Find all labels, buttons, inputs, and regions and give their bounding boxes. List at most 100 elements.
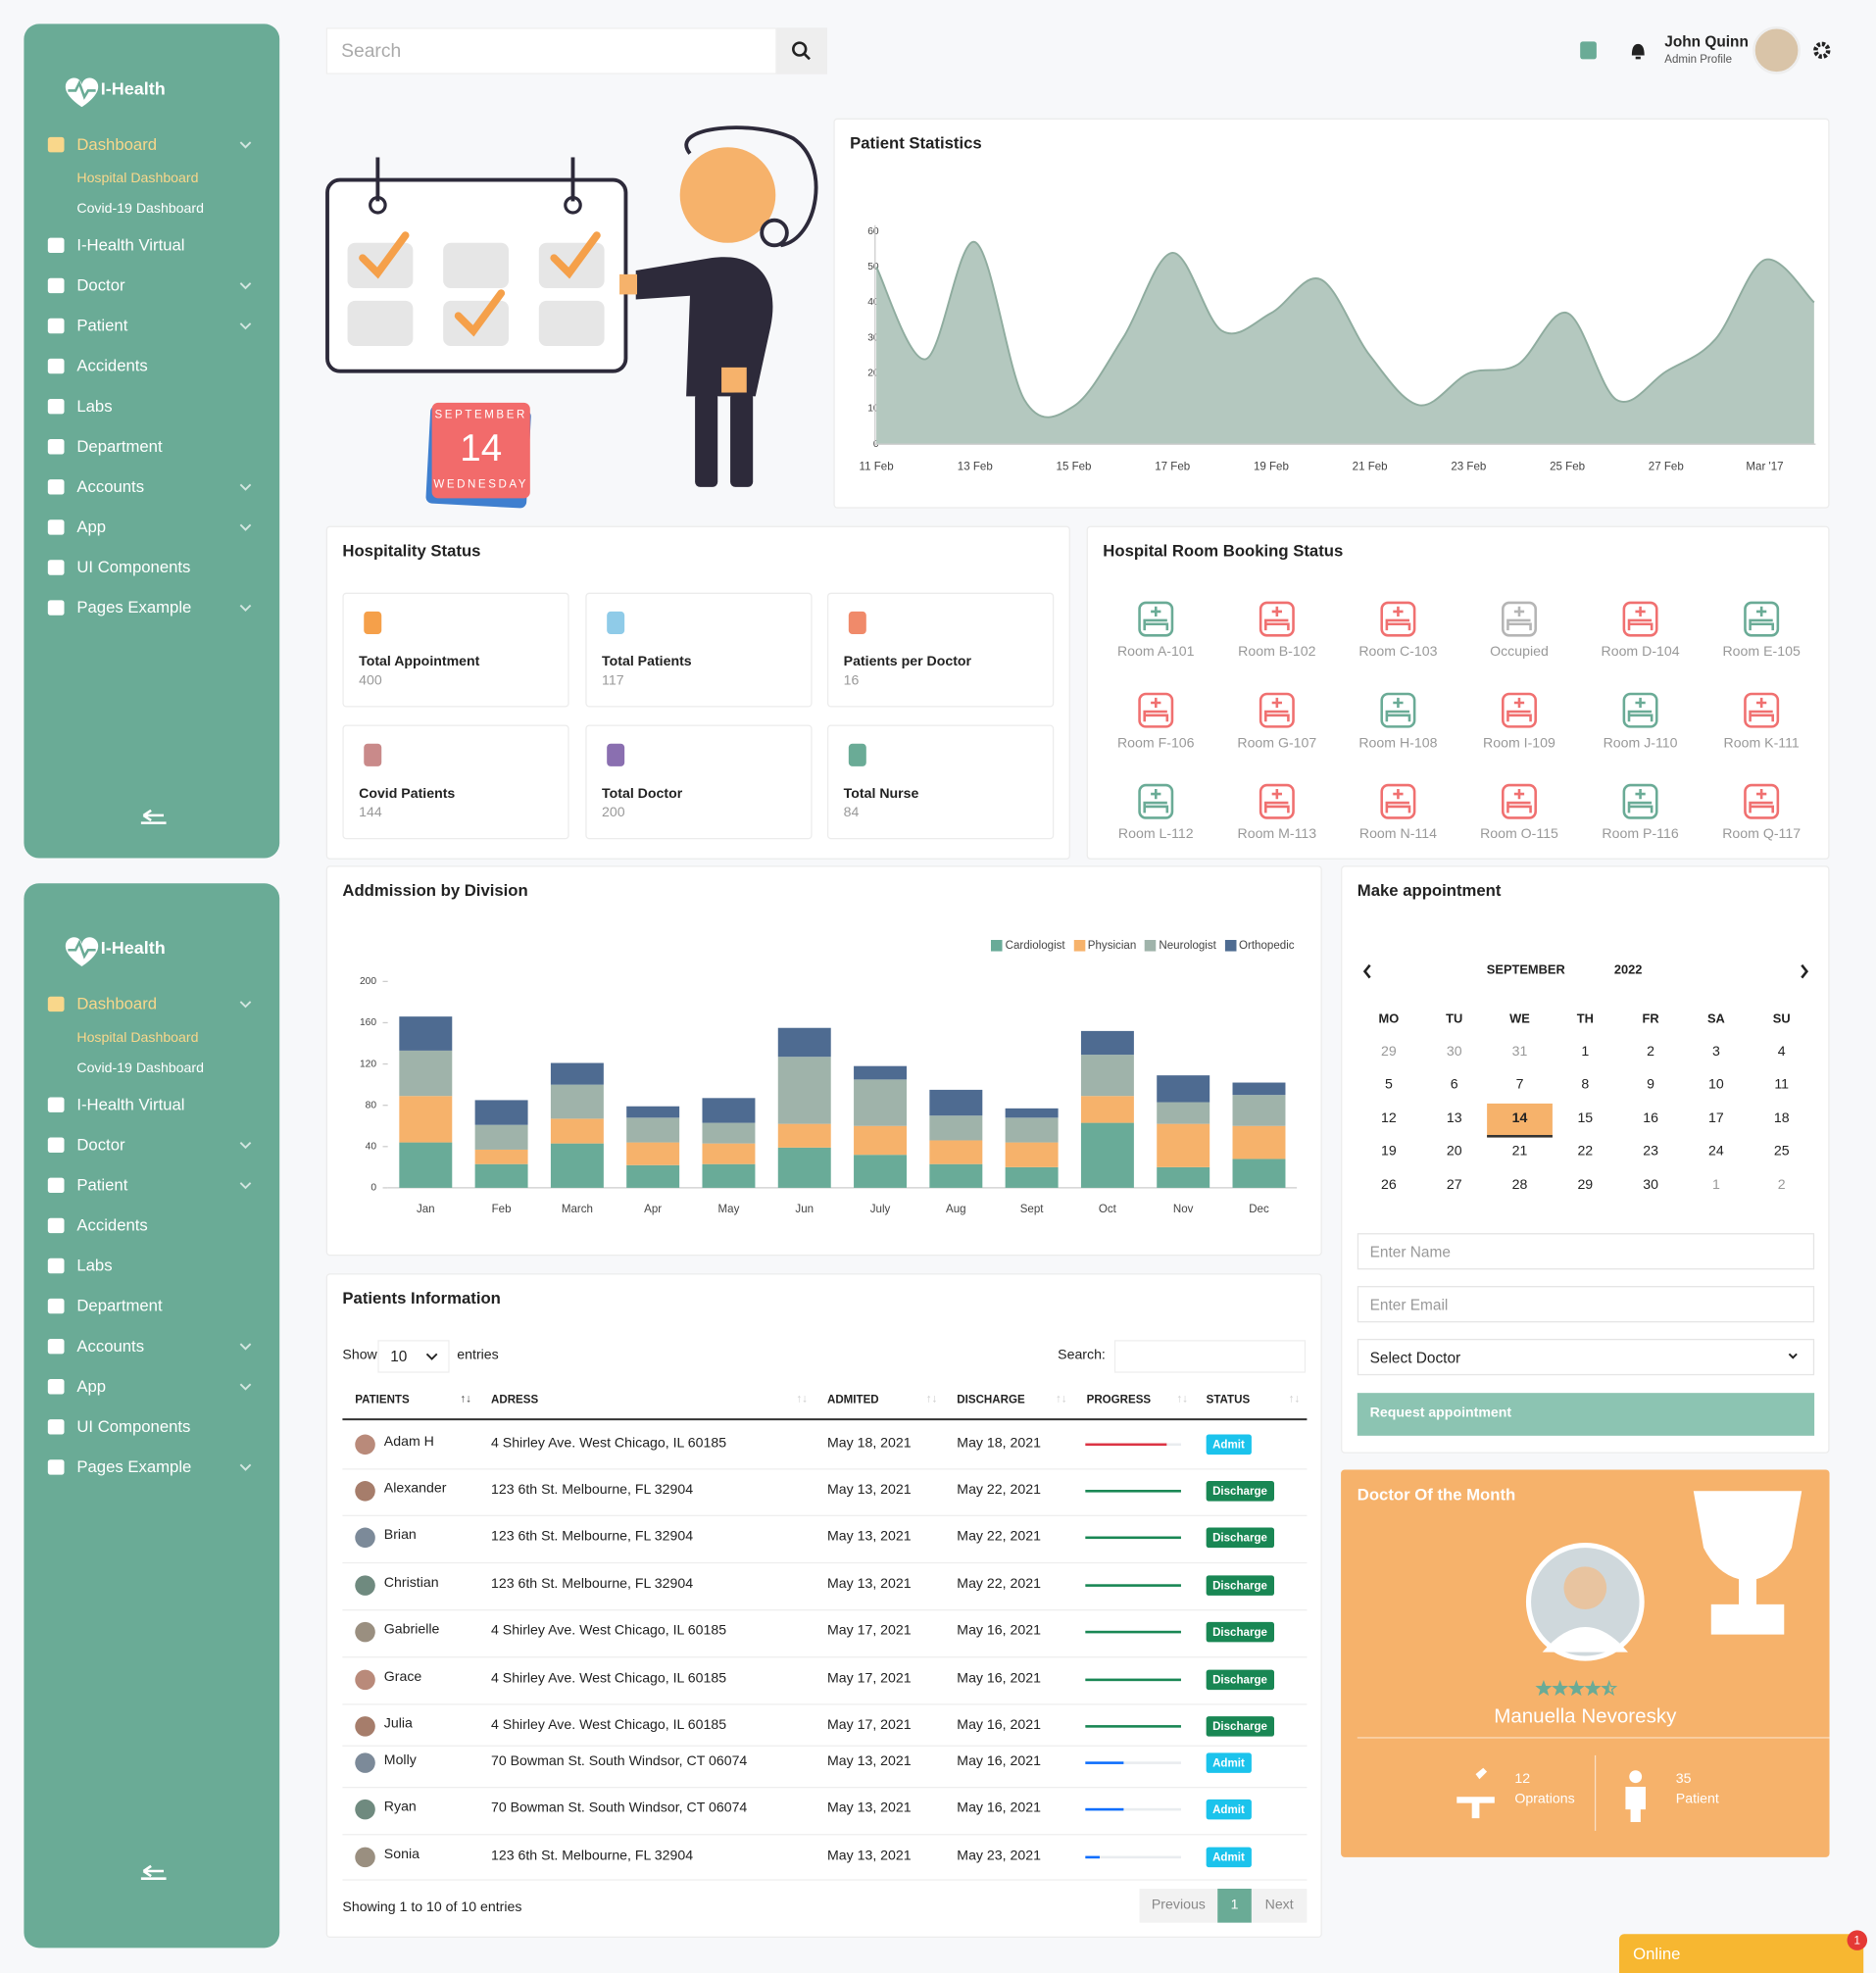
menu-item[interactable]: Pages Example <box>76 1456 192 1476</box>
column-header[interactable]: PROGRESS <box>1086 1392 1152 1406</box>
submenu-item[interactable]: Covid-19 Dashboard <box>76 201 204 218</box>
menu-item[interactable]: Dashboard <box>76 994 158 1013</box>
menu-item[interactable]: Labs <box>76 1256 113 1275</box>
search-button[interactable] <box>776 27 827 74</box>
room-label: Room C-103 <box>1358 644 1438 661</box>
menu-item[interactable]: Department <box>76 1296 163 1315</box>
legend-item[interactable]: Cardiologist <box>991 939 1065 952</box>
day[interactable]: 2 <box>1647 1044 1655 1060</box>
column-header[interactable]: STATUS <box>1206 1392 1251 1406</box>
legend-item[interactable]: Neurologist <box>1145 939 1216 952</box>
input-field[interactable] <box>1357 1286 1815 1323</box>
x-tick-label: Apr <box>644 1204 662 1215</box>
search-box[interactable] <box>325 27 777 74</box>
request-button[interactable] <box>1357 1393 1815 1436</box>
column-header[interactable]: ADMITED <box>826 1392 879 1406</box>
day[interactable]: 6 <box>1450 1077 1458 1093</box>
day[interactable]: 7 <box>1515 1077 1524 1093</box>
day[interactable]: 29 <box>1577 1178 1594 1194</box>
menu-item[interactable]: Doctor <box>76 1134 125 1155</box>
column-header[interactable]: PATIENTS <box>355 1392 410 1406</box>
page-size[interactable]: 10 <box>390 1347 408 1365</box>
menu-item[interactable]: Dashboard <box>76 134 158 154</box>
chat-bar[interactable] <box>1618 1934 1864 1973</box>
day[interactable]: 12 <box>1381 1110 1397 1127</box>
day[interactable]: 3 <box>1711 1044 1720 1060</box>
bar-segment <box>1080 1096 1134 1123</box>
day[interactable]: 1 <box>1581 1044 1590 1060</box>
chevron <box>239 322 252 330</box>
day[interactable]: 27 <box>1446 1178 1462 1194</box>
menu-item[interactable]: UI Components <box>76 557 191 576</box>
room-icon-bed <box>1263 710 1290 722</box>
user-name[interactable]: John Quinn <box>1664 31 1749 50</box>
page-button[interactable] <box>1139 1888 1218 1923</box>
input-field[interactable] <box>1357 1338 1815 1376</box>
day[interactable]: 14 <box>1511 1110 1528 1127</box>
page-size-select[interactable] <box>377 1340 450 1373</box>
day[interactable]: 10 <box>1708 1077 1724 1093</box>
patient-address: 4 Shirley Ave. West Chicago, IL 60185 <box>490 1671 727 1687</box>
day[interactable]: 1 <box>1711 1178 1720 1194</box>
menu-item[interactable]: Accounts <box>76 476 145 496</box>
menu-item[interactable]: Accounts <box>76 1336 145 1356</box>
submenu-item[interactable]: Covid-19 Dashboard <box>76 1060 204 1077</box>
room-icon-cross <box>1635 788 1646 800</box>
day[interactable]: 16 <box>1643 1110 1658 1127</box>
day[interactable]: 20 <box>1446 1144 1462 1159</box>
day[interactable]: 22 <box>1577 1144 1594 1159</box>
menu-item[interactable]: Patient <box>76 316 128 335</box>
day[interactable]: 2 <box>1777 1178 1786 1194</box>
day[interactable]: 25 <box>1773 1144 1790 1159</box>
y-tick-label: 200 <box>360 976 376 987</box>
chevron <box>239 1001 252 1009</box>
discharge: May 22, 2021 <box>957 1576 1041 1593</box>
menu-item[interactable]: Labs <box>76 396 113 416</box>
day[interactable]: 18 <box>1773 1110 1790 1127</box>
menu-item[interactable]: Doctor <box>76 275 125 295</box>
menu-item[interactable]: App <box>76 1376 107 1396</box>
menu-item[interactable]: Department <box>76 436 163 456</box>
chevron <box>239 282 252 290</box>
page-button[interactable] <box>1217 1888 1252 1923</box>
day[interactable]: 4 <box>1777 1044 1786 1060</box>
menu-item[interactable]: Pages Example <box>76 597 192 617</box>
day[interactable]: 30 <box>1643 1178 1658 1194</box>
column-header[interactable]: ADRESS <box>490 1392 539 1406</box>
day[interactable]: 8 <box>1581 1077 1590 1093</box>
room-icon-cross <box>1756 788 1767 800</box>
menu-item[interactable]: Accidents <box>76 1215 148 1235</box>
day[interactable]: 23 <box>1643 1144 1658 1159</box>
menu-item[interactable]: Patient <box>76 1174 128 1195</box>
day[interactable]: 29 <box>1381 1044 1397 1060</box>
input-field[interactable] <box>1357 1233 1815 1270</box>
day[interactable]: 26 <box>1381 1178 1397 1194</box>
menu-item[interactable]: I-Health Virtual <box>76 234 185 255</box>
legend-item[interactable]: Orthopedic <box>1224 939 1295 952</box>
y-tick-label: 120 <box>360 1059 376 1069</box>
menu-item[interactable]: Accidents <box>76 356 148 375</box>
day[interactable]: 21 <box>1511 1144 1528 1159</box>
day[interactable]: 19 <box>1381 1144 1397 1159</box>
day[interactable]: 9 <box>1647 1077 1655 1093</box>
submenu-item[interactable]: Hospital Dashboard <box>76 1030 199 1047</box>
day[interactable]: 28 <box>1511 1178 1528 1194</box>
day[interactable]: 5 <box>1384 1077 1393 1093</box>
day[interactable]: 31 <box>1511 1044 1528 1060</box>
submenu-item[interactable]: Hospital Dashboard <box>76 171 199 187</box>
day[interactable]: 24 <box>1708 1144 1724 1159</box>
day[interactable]: 17 <box>1708 1110 1724 1127</box>
legend-item[interactable]: Physician <box>1073 939 1136 952</box>
room-icon-cross <box>1635 606 1646 617</box>
page-button[interactable] <box>1251 1888 1308 1923</box>
day[interactable]: 11 <box>1774 1077 1790 1093</box>
day[interactable]: 15 <box>1577 1110 1594 1127</box>
column-header[interactable]: DISCHARGE <box>957 1392 1025 1406</box>
status-badge: Admit <box>1206 1847 1252 1868</box>
menu-item[interactable]: UI Components <box>76 1416 191 1436</box>
table-search[interactable] <box>1113 1340 1307 1373</box>
day[interactable]: 30 <box>1446 1044 1462 1060</box>
menu-item[interactable]: App <box>76 517 107 536</box>
menu-item[interactable]: I-Health Virtual <box>76 1094 185 1114</box>
day[interactable]: 13 <box>1446 1110 1462 1127</box>
